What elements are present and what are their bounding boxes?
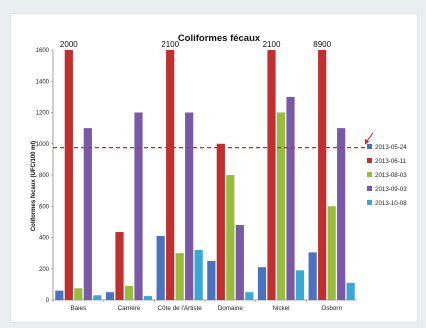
bar — [185, 112, 194, 300]
y-tick-label: 0 — [46, 298, 50, 304]
bar — [308, 252, 317, 300]
chart-svg: Coliformes fécaux Coliformes fécaux (UFC… — [31, 33, 407, 312]
bar — [166, 50, 175, 300]
legend-swatch — [367, 158, 372, 163]
y-tick-label: 600 — [39, 204, 50, 210]
bar — [318, 50, 327, 300]
bar — [226, 175, 235, 300]
bar — [267, 50, 276, 300]
reference-arrow-head — [365, 138, 369, 145]
bar — [286, 96, 295, 301]
bar — [257, 267, 267, 300]
legend-label: 2013-06-11 — [375, 158, 407, 165]
legend-label: 2013-10-08 — [375, 200, 407, 207]
bar — [175, 253, 184, 301]
legend-label: 2013-08-03 — [375, 172, 407, 179]
y-tick-label: 400 — [39, 236, 50, 242]
legend-swatch — [367, 186, 372, 191]
legend-label: 2013-05-24 — [375, 144, 407, 151]
legend-swatch — [367, 144, 372, 149]
x-tick-label: Carrière — [118, 305, 141, 312]
bar — [105, 292, 115, 300]
y-tick-label: 200 — [39, 267, 50, 273]
chart-title: Coliformes fécaux — [178, 33, 261, 44]
x-tick-label: Baies — [70, 305, 86, 312]
legend-label: 2013-09-03 — [375, 186, 407, 193]
x-tick-label: Domaine — [218, 305, 244, 312]
bar — [207, 260, 216, 300]
clipped-value-label: 2000 — [60, 40, 78, 49]
bar — [64, 50, 73, 300]
bar — [235, 225, 244, 300]
bar — [295, 270, 305, 300]
bar — [55, 290, 64, 301]
bar — [156, 235, 165, 300]
bar — [337, 128, 346, 301]
bar — [346, 282, 355, 300]
bar — [216, 143, 225, 300]
bar — [194, 250, 203, 300]
bar — [115, 232, 124, 300]
y-tick-label: 1400 — [36, 79, 50, 85]
bar — [245, 292, 254, 300]
legend: 2013-05-24 2013-06-11 2013-08-03 2013-09-03… — [367, 144, 407, 207]
clipped-value-label: 8900 — [313, 40, 331, 49]
y-tick-label: 1600 — [36, 48, 50, 54]
y-axis-label: Coliformes fécaux (UFC/100 ml) — [31, 141, 37, 231]
plot-area: 0 200 400 600 800 1000 1200 1400 1600 Baies Carriè… — [36, 40, 374, 312]
chart-panel: Coliformes fécaux Coliformes fécaux (UFC… — [10, 13, 418, 323]
clipped-value-label: 2100 — [263, 40, 281, 49]
bar — [83, 128, 92, 301]
legend-swatch — [367, 200, 372, 205]
bar — [93, 295, 102, 300]
bar — [276, 112, 286, 300]
y-tick-label: 1200 — [36, 111, 50, 117]
bar — [327, 206, 336, 300]
x-tick-label: Côte de l'Artiste — [158, 305, 203, 312]
legend-swatch — [367, 172, 372, 177]
y-tick-label: 800 — [39, 173, 50, 179]
x-tick-label: Osborn — [321, 305, 342, 312]
bar — [143, 296, 153, 300]
clipped-value-label: 2100 — [161, 40, 179, 49]
bar — [124, 285, 134, 300]
y-tick-label: 1000 — [36, 142, 50, 148]
bar — [74, 288, 83, 300]
x-tick-label: Nickel — [272, 305, 289, 312]
bar — [134, 112, 143, 300]
